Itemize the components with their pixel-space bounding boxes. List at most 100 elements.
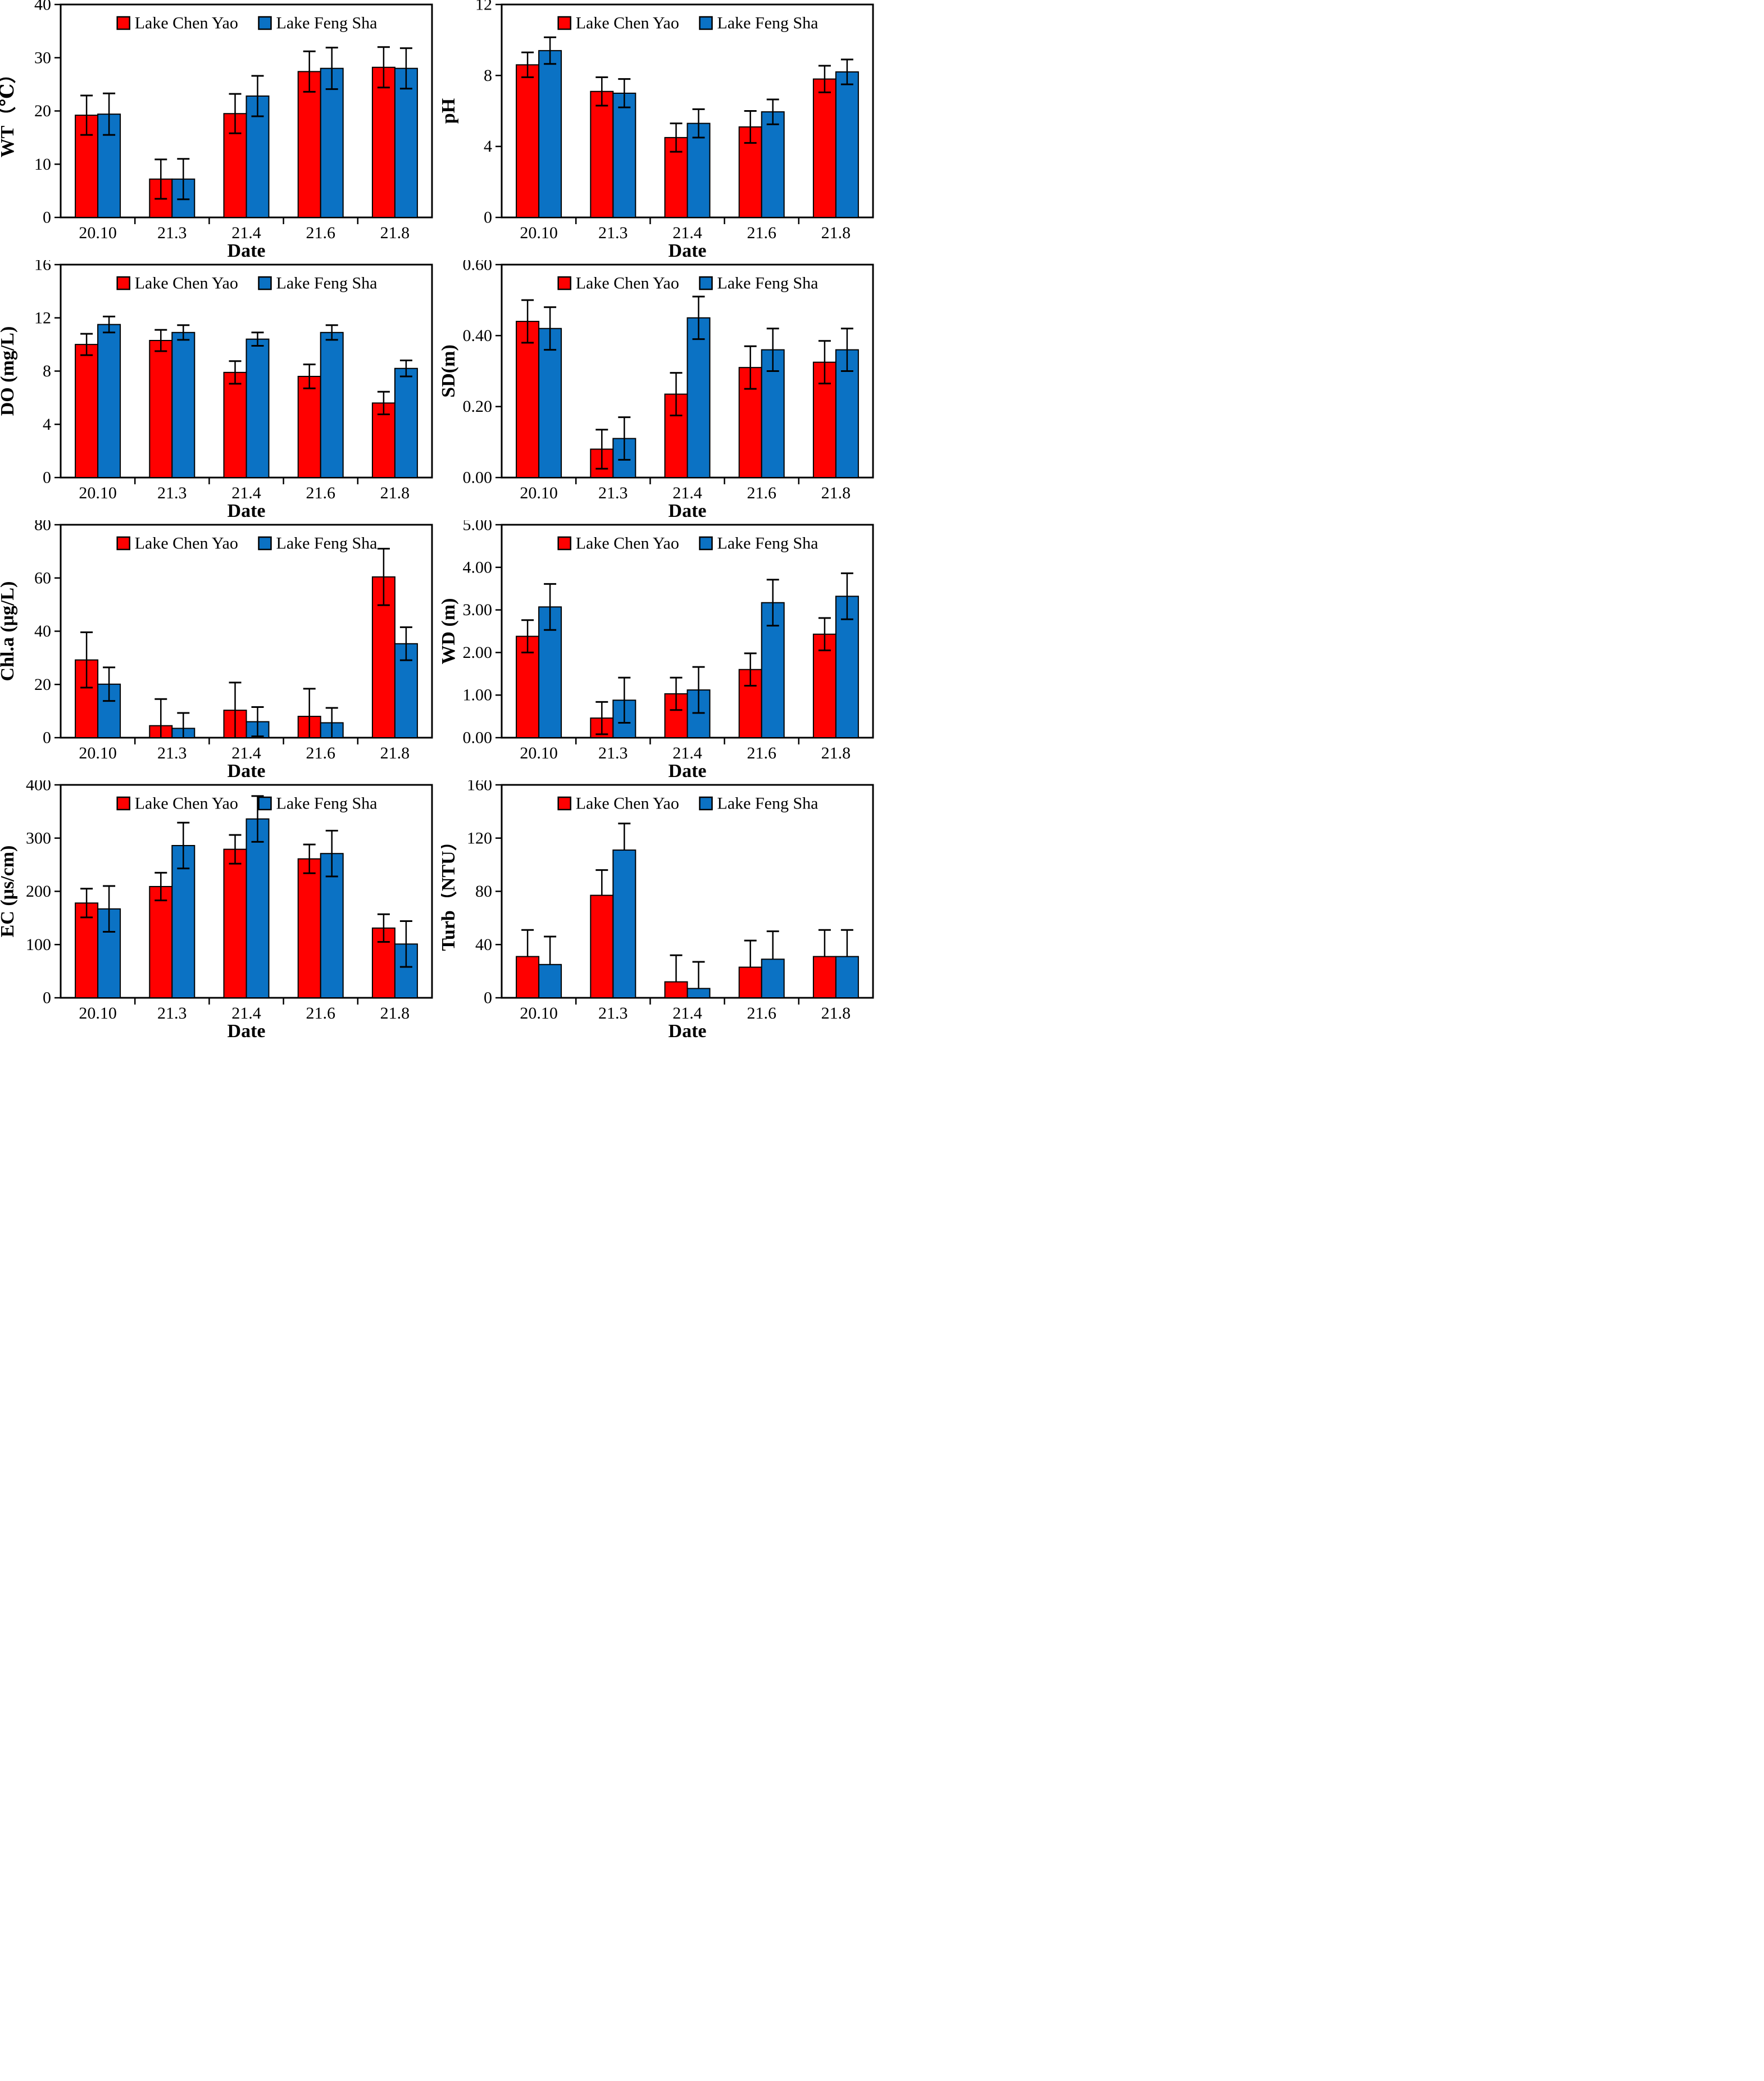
x-category-label: 21.4	[231, 224, 261, 242]
y-tick-label: 100	[26, 935, 51, 954]
legend-swatch-red	[557, 536, 571, 551]
charts-grid: 0 10 20 30 40 20.10 21.3 21.4 21.6 21.8 Date WT（℃） L…	[0, 0, 882, 1040]
bar-turb-s0-21.4	[664, 981, 688, 999]
bar-do-s0-21.6	[297, 375, 321, 478]
y-tick-label: 80	[475, 882, 492, 901]
y-tick-label: 40	[34, 622, 51, 640]
x-category-label: 21.4	[672, 224, 702, 242]
legend-swatch-red	[557, 796, 571, 811]
legend-swatch-red	[116, 796, 130, 811]
y-tick-label: 200	[26, 882, 51, 901]
bar-do-s0-21.4	[223, 371, 247, 478]
legend-swatch-blue	[699, 16, 713, 30]
x-category-label: 21.4	[231, 484, 261, 502]
x-axis-title: Date	[228, 240, 266, 260]
legend-label: Lake Chen Yao	[135, 534, 238, 553]
chart-do-svg: 0 4 8 12 16 20.10 21.3 21.4 21.6 21.8 Date DO (mg/L…	[0, 260, 433, 520]
x-axis-title: Date	[228, 1021, 266, 1040]
bar-ph-s1-21.3	[612, 92, 637, 218]
x-category-label: 21.6	[747, 1004, 776, 1023]
bar-ec-s0-21.4	[223, 848, 247, 999]
bar-ph-s1-21.6	[761, 111, 785, 218]
bar-turb-s1-20.10	[538, 964, 562, 998]
legend-swatch-red	[557, 16, 571, 30]
x-category-label: 20.10	[520, 1004, 558, 1023]
y-tick-label: 12	[34, 308, 51, 327]
y-tick-label: 0.60	[463, 260, 493, 274]
chart-wd: 0.00 1.00 2.00 3.00 4.00 5.00 20.10 21.3 21.4 21.…	[441, 520, 882, 780]
legend-label: Lake Chen Yao	[135, 794, 238, 813]
x-category-label: 21.6	[306, 1004, 335, 1023]
legend-swatch-blue	[699, 276, 713, 290]
bar-ph-s0-21.3	[590, 90, 614, 218]
x-category-label: 21.4	[672, 744, 702, 762]
y-tick-label: 16	[34, 260, 51, 274]
x-axis-title: Date	[669, 240, 707, 260]
x-category-label: 20.10	[79, 1004, 117, 1023]
legend-label: Lake Chen Yao	[576, 794, 679, 813]
legend-label: Lake Chen Yao	[576, 534, 679, 553]
y-tick-label: 60	[34, 569, 51, 587]
legend-swatch-blue	[699, 796, 713, 811]
bar-ph-s1-20.10	[538, 50, 562, 218]
bar-ec-s0-21.6	[297, 858, 321, 998]
bar-turb-s0-21.8	[812, 956, 836, 999]
legend-label: Lake Feng Sha	[276, 794, 378, 813]
legend-swatch-red	[116, 16, 130, 30]
y-tick-label: 10	[34, 155, 51, 174]
y-tick-label: 30	[34, 48, 51, 67]
y-axis-title: Turb（NTU）	[441, 832, 459, 951]
legend-label: Lake Feng Sha	[717, 14, 819, 33]
x-category-label: 21.6	[306, 744, 335, 762]
x-category-label: 20.10	[520, 744, 558, 762]
x-category-label: 21.3	[598, 484, 628, 502]
bar-turb-s1-21.6	[761, 958, 785, 998]
legend-label: Lake Feng Sha	[717, 794, 819, 813]
legend-label: Lake Feng Sha	[717, 274, 819, 293]
x-category-label: 21.3	[598, 1004, 628, 1023]
chart-chla-svg: 0 20 40 60 80 20.10 21.3 21.4 21.6 21.8 Date Chl.a …	[0, 520, 433, 780]
y-tick-label: 8	[43, 362, 51, 380]
x-category-label: 21.4	[231, 1004, 261, 1023]
y-tick-label: 4	[484, 137, 492, 156]
chart-wd-svg: 0.00 1.00 2.00 3.00 4.00 5.00 20.10 21.3 21.4 21.…	[441, 520, 874, 780]
x-axis-title: Date	[669, 501, 707, 520]
bar-do-s0-20.10	[75, 344, 99, 478]
chart-ph: 0 4 8 12 20.10 21.3 21.4 21.6 21.8 Date pH Lake Che…	[441, 0, 882, 260]
y-tick-label: 0	[43, 729, 51, 747]
y-tick-label: 40	[475, 935, 492, 954]
x-category-label: 21.3	[157, 744, 187, 762]
legend-swatch-red	[116, 536, 130, 551]
bar-do-s1-21.4	[245, 338, 270, 478]
y-tick-label: 4.00	[463, 558, 493, 576]
legend-swatch-blue	[258, 276, 272, 290]
bar-turb-s0-21.6	[738, 966, 762, 998]
x-axis-title: Date	[669, 1021, 707, 1040]
legend-label: Lake Chen Yao	[576, 14, 679, 33]
x-category-label: 20.10	[520, 224, 558, 242]
y-tick-label: 0	[484, 989, 492, 1007]
x-category-label: 21.6	[747, 744, 776, 762]
x-category-label: 21.6	[306, 224, 335, 242]
chart-do: 0 4 8 12 16 20.10 21.3 21.4 21.6 21.8 Date DO (mg/L…	[0, 260, 441, 520]
x-category-label: 21.8	[821, 224, 851, 242]
y-tick-label: 0.00	[463, 729, 493, 747]
x-category-label: 20.10	[520, 484, 558, 502]
x-category-label: 21.6	[306, 484, 335, 502]
x-category-label: 21.8	[380, 484, 410, 502]
bar-sd-s1-20.10	[538, 328, 562, 478]
bar-do-s1-21.8	[394, 367, 418, 478]
bar-wt-s1-21.8	[394, 67, 418, 218]
x-category-label: 21.4	[231, 744, 261, 762]
x-axis-title: Date	[669, 761, 707, 780]
y-tick-label: 0	[43, 208, 51, 227]
y-axis-title: DO (mg/L)	[0, 326, 18, 416]
x-category-label: 21.3	[598, 744, 628, 762]
x-axis-title: Date	[228, 761, 266, 780]
x-category-label: 21.8	[380, 744, 410, 762]
y-tick-label: 3.00	[463, 601, 493, 619]
bar-wt-s0-21.8	[371, 66, 395, 219]
bar-do-s1-21.3	[171, 331, 196, 478]
y-tick-label: 8	[484, 66, 492, 85]
x-category-label: 21.6	[747, 484, 776, 502]
